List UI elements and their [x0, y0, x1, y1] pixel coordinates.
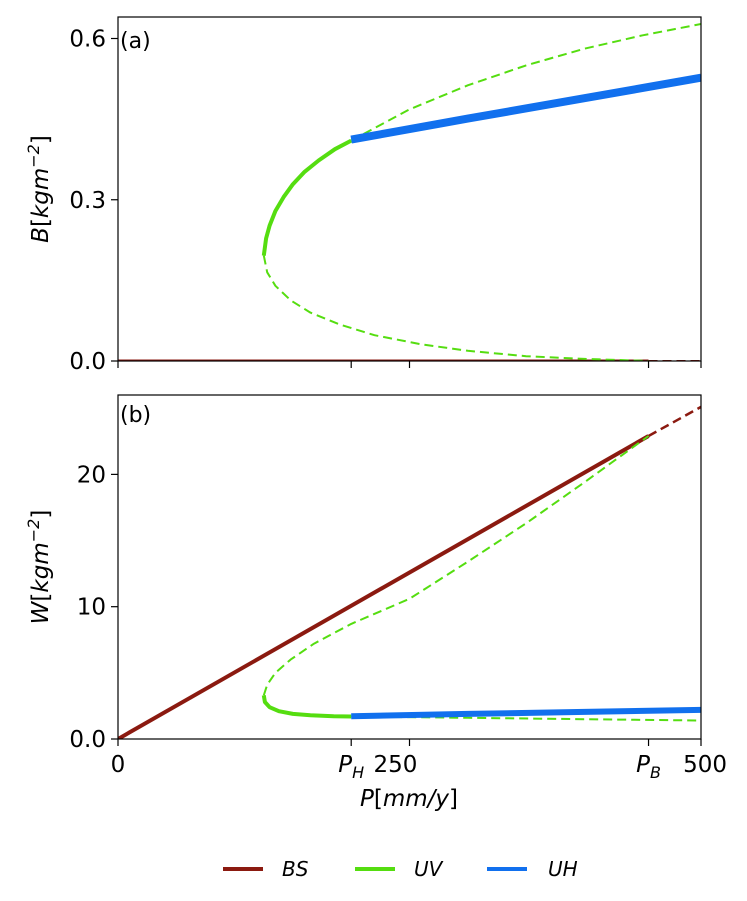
x-tick-label: PH: [338, 752, 364, 782]
ylabel-unit: kgm: [28, 168, 54, 218]
y-tick-label: 0.0: [69, 727, 106, 753]
ylabel-variable: W: [28, 600, 54, 624]
series-uv-solid-2: [261, 694, 352, 719]
legend-label-bs: BS: [282, 857, 309, 881]
ylabel-exponent: −2: [24, 519, 43, 543]
y-tick-label: 10: [77, 595, 106, 621]
series-uh-solid-5: [351, 706, 701, 720]
legend: BS UV UH: [223, 857, 578, 881]
panel-a-ylabel: B[kgm−2]: [24, 135, 54, 243]
panel-b: 0.0 10 20 0 PH 250 PB 500 (b) W[kgm−2] P[mm/y]: [24, 394, 727, 812]
ylabel-unit: kgm: [28, 542, 54, 592]
ylabel-variable: B: [28, 227, 54, 243]
panel-b-ylabel: W[kgm−2]: [24, 510, 54, 625]
series-uh-solid-5: [350, 73, 701, 144]
xlabel-unit: mm/y: [383, 786, 450, 812]
x-tick-label: 250: [374, 752, 418, 778]
x-tick-label: PB: [636, 752, 661, 782]
series-bs-solid-0: [118, 434, 650, 739]
series-uv-dashed-4: [350, 23, 701, 142]
panel-b-tag: (b): [120, 403, 151, 428]
ylabel-exponent: −2: [24, 144, 43, 168]
x-tick-label: 500: [683, 752, 727, 778]
panel-a-frame: [117, 16, 702, 362]
y-tick-label: 0.0: [69, 349, 106, 375]
panel-a-tag: (a): [120, 29, 151, 54]
xlabel-variable: P: [360, 786, 374, 812]
y-tick-label: 20: [77, 462, 106, 488]
series-uv-dashed-3: [262, 435, 650, 696]
series-uv-solid-2: [261, 138, 353, 256]
x-tick-label: 0: [111, 752, 126, 778]
series-bs-dashed-1: [647, 405, 701, 438]
legend-label-uh: UH: [548, 857, 578, 881]
series-uv-dashed-3: [262, 255, 649, 361]
y-tick-label: 0.3: [69, 188, 106, 214]
y-tick-label: 0.6: [69, 27, 106, 53]
legend-label-uv: UV: [414, 857, 444, 881]
panel-a: 0.0 0.3 0.6 (a) B[kgm−2]: [24, 16, 702, 375]
panel-b-xlabel: P[mm/y]: [360, 786, 458, 812]
